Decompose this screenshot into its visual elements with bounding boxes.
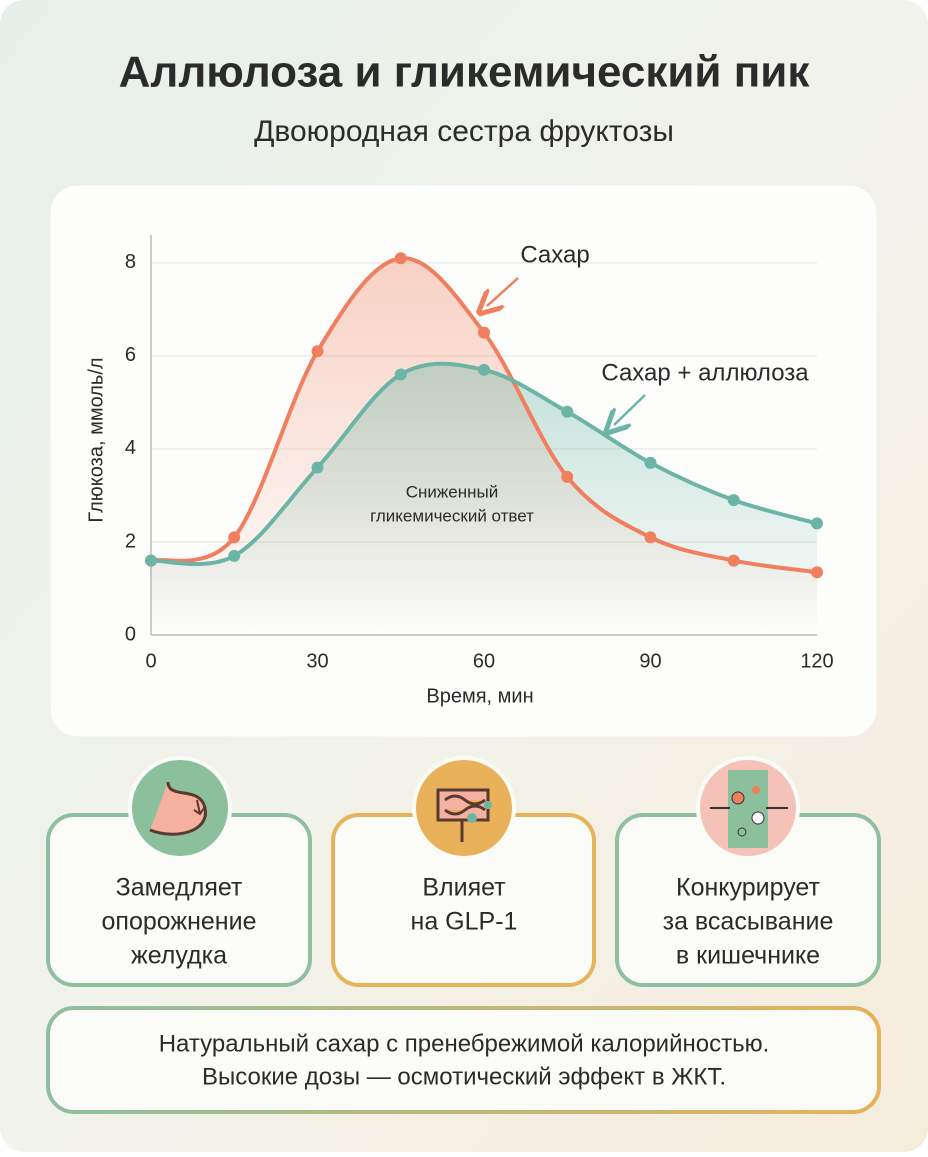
footer-card (46, 1006, 881, 1114)
y-tick-label: 8 (125, 251, 136, 273)
point (394, 368, 407, 381)
x-tick-label: 30 (306, 650, 328, 672)
arrow (614, 394, 646, 425)
y-axis-label: Глюкоза, ммоль/л (85, 357, 107, 522)
footer-text: Высокие дозы — осмотический эффект в ЖКТ… (202, 1063, 726, 1090)
series-label: Сахар + аллюлоза (601, 359, 809, 386)
icon-absorption (696, 756, 800, 860)
point (561, 470, 574, 483)
line (150, 256, 818, 575)
point (394, 252, 407, 265)
card-text: за всасывание (663, 908, 834, 936)
x-tick-label: 60 (473, 650, 495, 672)
point (727, 494, 740, 507)
arrow (487, 277, 519, 306)
title: Аллюлоза и гликемический пик (119, 48, 811, 97)
card-text: Конкурирует (676, 874, 820, 902)
x-tick-label: 0 (145, 650, 156, 672)
point (727, 554, 740, 567)
x-tick-label: 90 (639, 650, 661, 672)
plot: 0 2 4 6 8 0 30 60 90 120 (125, 235, 834, 672)
point (478, 363, 490, 376)
point (228, 549, 241, 562)
point (311, 345, 324, 358)
y-tick-label: 6 (125, 344, 136, 366)
icon-intestine (412, 756, 516, 860)
card-text: в кишечнике (676, 942, 820, 970)
card-text: Влияет (422, 874, 506, 902)
point (561, 405, 574, 418)
annotation: гликемический ответ (370, 506, 534, 525)
series-label: Сахар (520, 241, 589, 268)
annotation: Сниженный (406, 482, 498, 501)
point (644, 531, 657, 544)
point (811, 517, 823, 530)
y-tick-label: 4 (125, 437, 136, 459)
point (811, 566, 823, 579)
card-text: Замедляет (116, 874, 243, 902)
point (478, 326, 490, 339)
x-tick-label: 120 (800, 650, 833, 672)
point (145, 554, 157, 567)
area-fill (151, 363, 817, 635)
x-axis-label: Время, мин (426, 685, 533, 707)
card-text: желудка (131, 942, 227, 970)
card-text: опорожнение (102, 908, 257, 936)
y-tick-label: 2 (125, 530, 136, 552)
subtitle: Двоюродная сестра фруктозы (254, 115, 674, 148)
footer-text: Натуральный сахар с пренебрежимой калори… (159, 1030, 770, 1057)
card-text: на GLP-1 (411, 908, 518, 936)
point (311, 461, 324, 474)
point (644, 456, 657, 469)
line (150, 361, 818, 567)
icon-stomach (128, 756, 232, 860)
y-tick-label: 0 (125, 623, 136, 645)
point (228, 531, 241, 544)
